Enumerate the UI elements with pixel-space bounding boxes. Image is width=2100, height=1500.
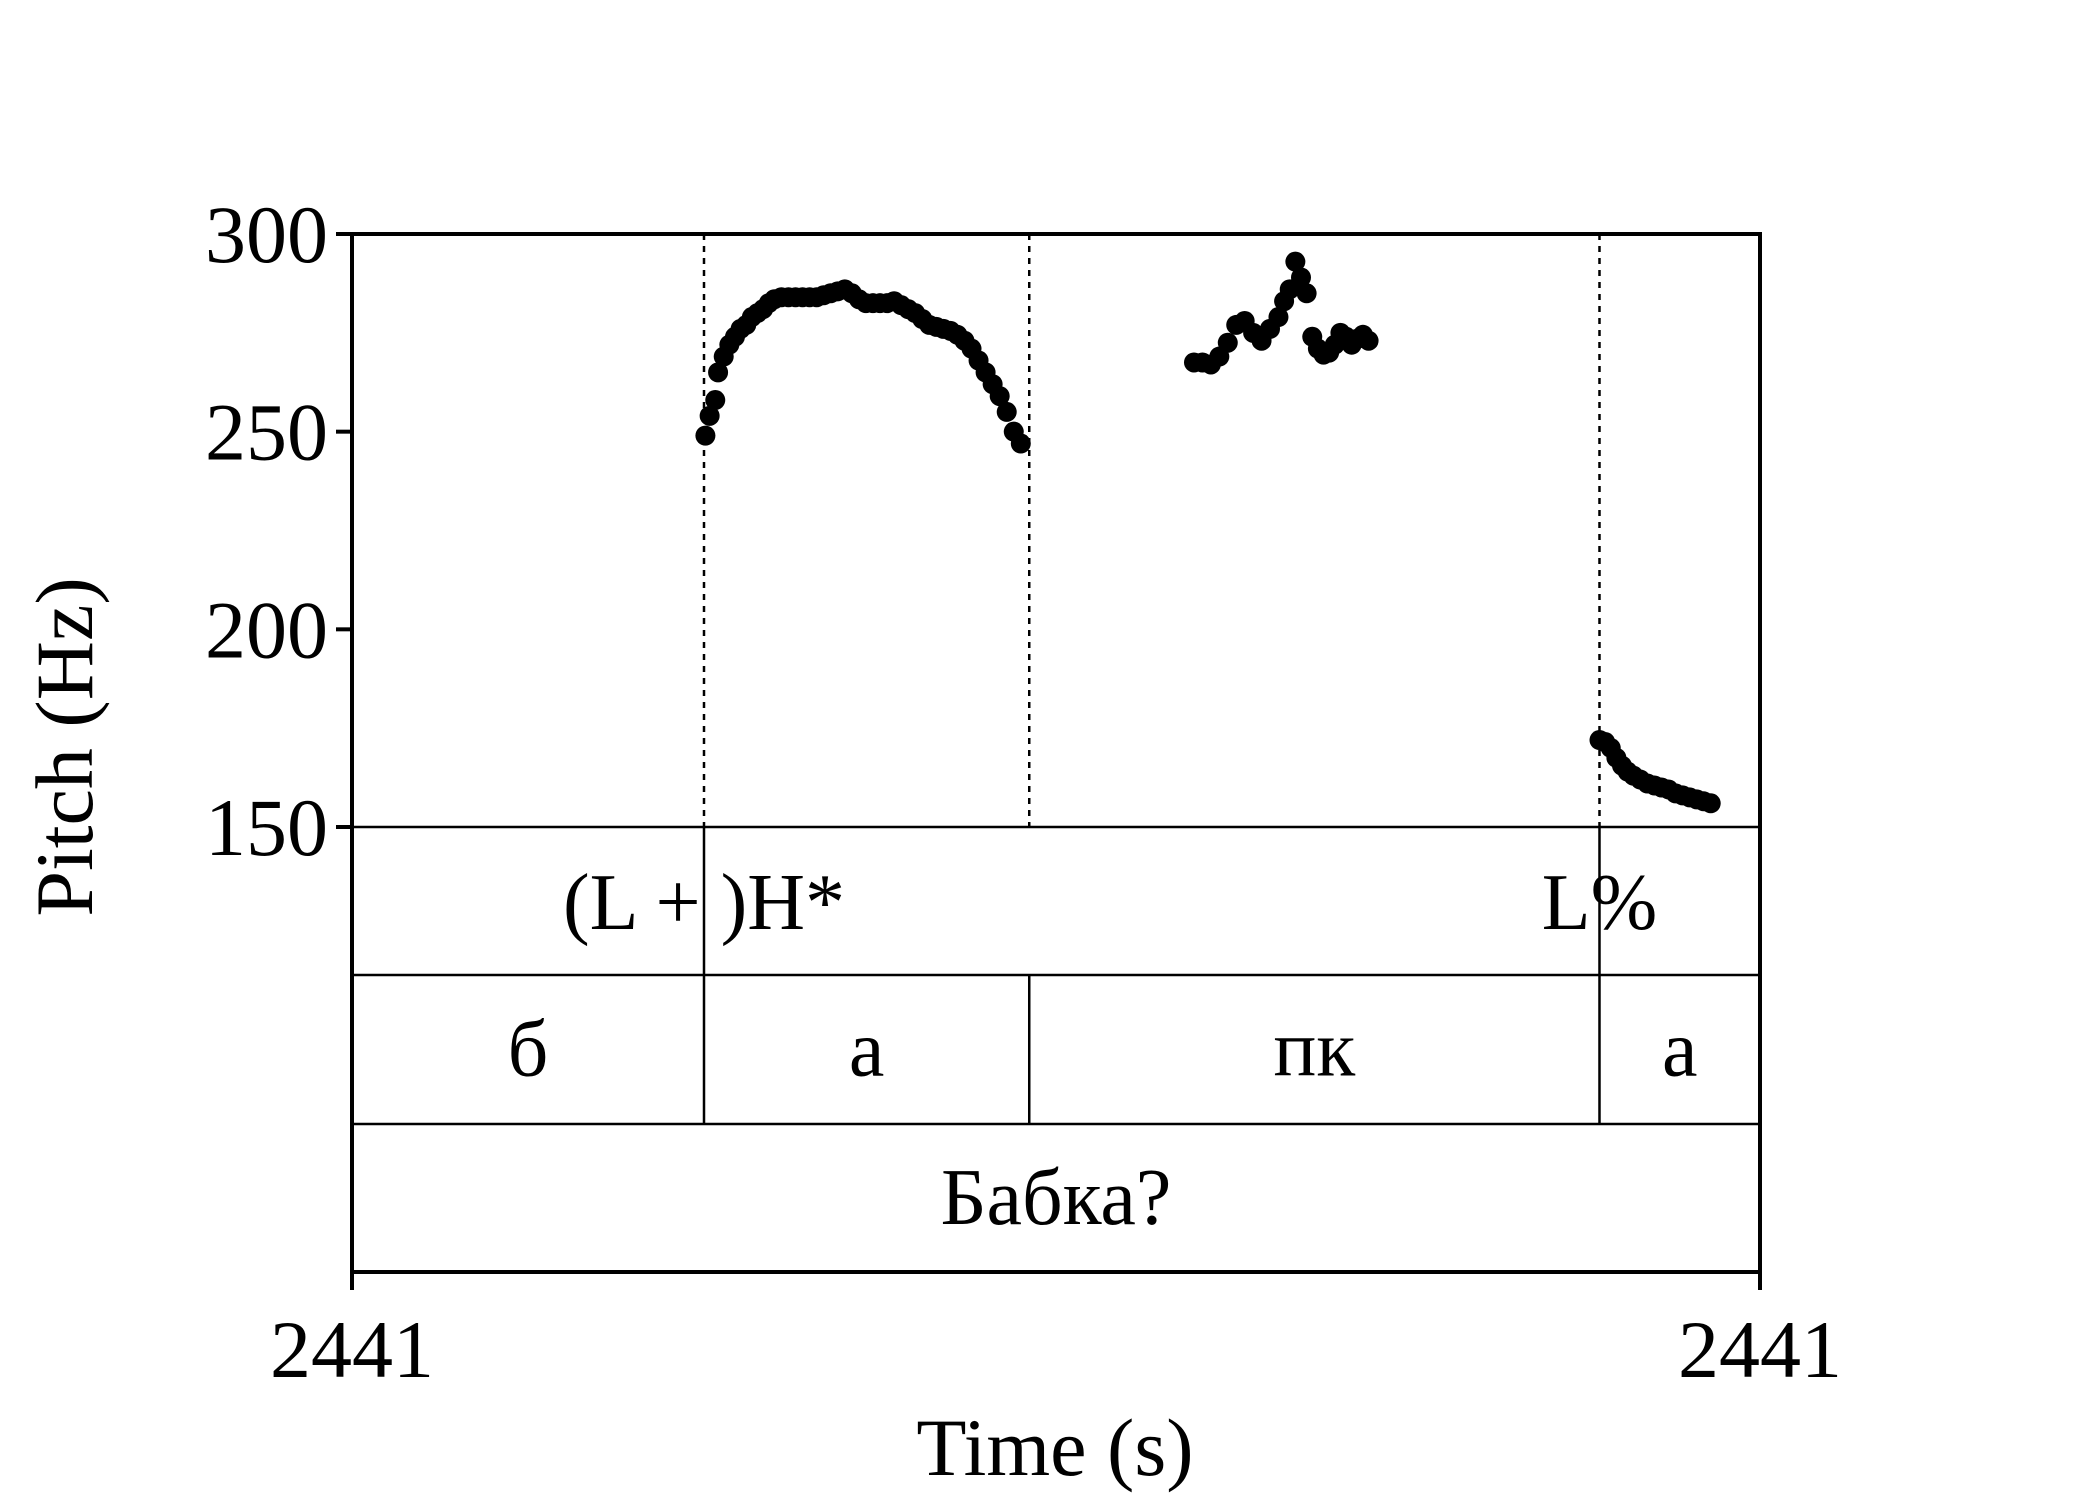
pitch-point xyxy=(705,390,725,410)
segments-interval-label: пк xyxy=(1274,1006,1356,1094)
segments-interval-label: б xyxy=(508,1006,549,1094)
pitch-point xyxy=(1701,793,1721,813)
outer-frame xyxy=(352,234,1760,1272)
word-interval-label: Бабка? xyxy=(941,1154,1172,1242)
pitch-point xyxy=(1359,331,1379,351)
segments-interval-label: а xyxy=(849,1006,885,1094)
pitch-point xyxy=(1011,434,1031,454)
tone-label: L% xyxy=(1542,859,1658,947)
tone-label: (L + )H* xyxy=(563,859,845,947)
y-axis-title: Pitch (Hz) xyxy=(19,577,110,916)
y-tick-label: 150 xyxy=(205,782,328,873)
y-tick-label: 200 xyxy=(205,584,328,675)
x-tick-label: 2441 xyxy=(270,1304,434,1395)
pitch-point xyxy=(997,402,1017,422)
x-tick-label: 2441 xyxy=(1678,1304,1842,1395)
annotation-tiers: (L + )H* L% б а пк а Бабка? xyxy=(508,827,1698,1242)
pitch-point xyxy=(695,426,715,446)
x-axis-title: Time (s) xyxy=(916,1402,1193,1493)
segments-interval-label: а xyxy=(1662,1006,1698,1094)
y-tick-label: 300 xyxy=(205,189,328,280)
y-tick-label: 250 xyxy=(205,387,328,478)
pitch-point xyxy=(1297,283,1317,303)
plot-frame xyxy=(352,234,1760,1272)
pitch-plot xyxy=(695,234,1720,827)
pitch-point xyxy=(1218,333,1238,353)
axes: Pitch (Hz) Time (s) 150 200 250 300 2441 2441 xyxy=(19,189,1842,1493)
